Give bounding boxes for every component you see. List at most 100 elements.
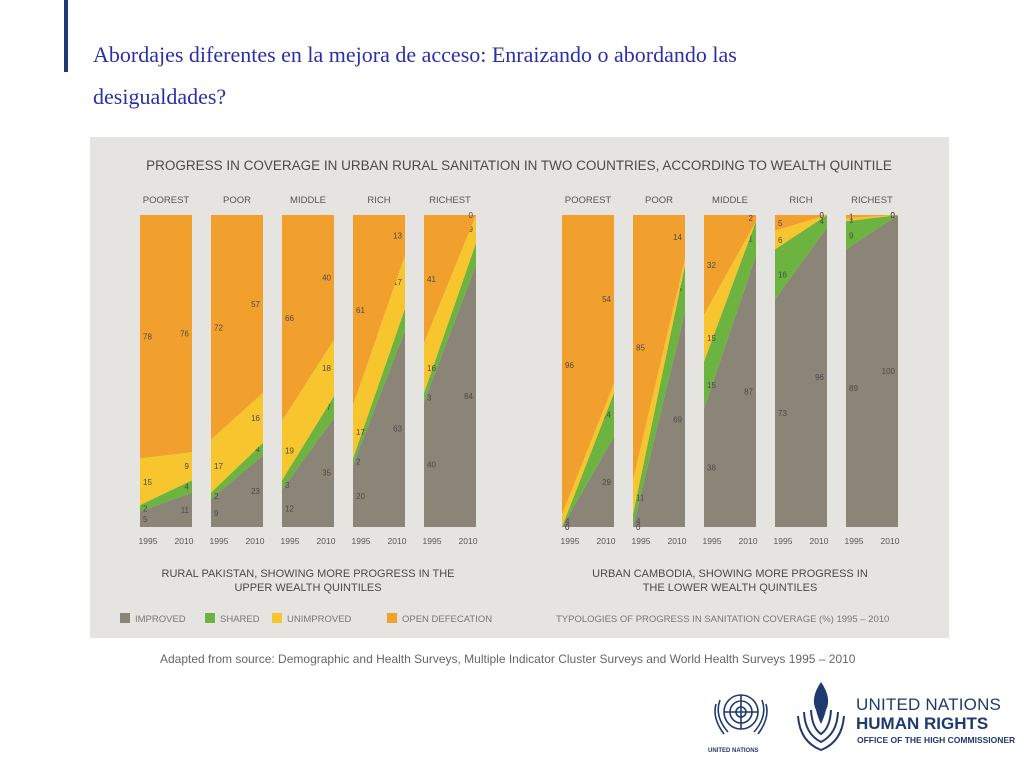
label-0-poorest-1995-shared: 2 (143, 504, 148, 513)
band-1-rich-improved (775, 227, 827, 527)
band-1-poorest-improved (562, 436, 614, 527)
label-1-middle-1995-shared: 15 (707, 381, 716, 390)
label-1-rich-2010-improved: 96 (815, 373, 824, 382)
quintile-label-1-rich: RICH (789, 195, 812, 206)
band-1-richest-open_defecation (846, 215, 898, 219)
band-1-richest-unimproved (846, 215, 898, 222)
group-caption-1-line0: URBAN CAMBODIA, SHOWING MORE PROGRESS IN (592, 568, 868, 580)
label-1-rich-2010-shared: 4 (820, 217, 825, 226)
year-label-0-middle-1995: 1995 (281, 536, 300, 546)
label-1-richest-2010-open_defecation: 0 (891, 211, 896, 220)
legend-label-improved: IMPROVED (135, 614, 186, 625)
label-0-richest-2010-open_defecation: 0 (469, 211, 474, 220)
label-1-richest-1995-improved: 89 (849, 384, 858, 393)
legend-label-open_defecation: OPEN DEFECATION (402, 614, 492, 625)
source-note: Adapted from source: Demographic and Hea… (160, 652, 856, 666)
band-0-poor-unimproved (211, 392, 263, 493)
label-1-richest-1995-unimproved: 1 (849, 216, 854, 225)
label-0-richest-1995-shared: 3 (427, 394, 432, 403)
group-caption-0-line0: RURAL PAKISTAN, SHOWING MORE PROGRESS IN… (162, 568, 455, 580)
year-label-1-middle-2010: 2010 (739, 536, 758, 546)
band-0-poorest-improved (140, 492, 192, 527)
label-0-middle-1995-shared: 3 (285, 481, 290, 490)
band-1-poorest-shared (562, 392, 614, 527)
label-1-middle-1995-open_defecation: 32 (707, 261, 716, 270)
band-1-poorest-open_defecation (562, 215, 614, 515)
label-1-richest-1995-open_defecation: 1 (849, 213, 854, 222)
label-1-rich-1995-shared: 16 (778, 270, 787, 279)
band-0-poorest-open_defecation (140, 215, 192, 459)
group-caption-0-line1: UPPER WEALTH QUINTILES (234, 582, 381, 594)
year-label-0-rich-1995: 1995 (352, 536, 371, 546)
label-1-poorest-2010-open_defecation: 54 (602, 295, 611, 304)
hr-logo-line1: UNITED NATIONS (856, 695, 1002, 714)
label-1-richest-2010-unimproved: 0 (891, 211, 896, 220)
band-1-poor-shared (633, 264, 685, 527)
label-0-poorest-1995-open_defecation: 78 (143, 333, 152, 342)
year-label-1-poorest-2010: 2010 (597, 536, 616, 546)
band-1-middle-improved (704, 255, 756, 527)
quintile-label-1-middle: MIDDLE (712, 195, 748, 206)
legend-swatch-unimproved (272, 613, 282, 623)
label-0-richest-1995-open_defecation: 41 (427, 275, 436, 284)
band-0-poor-improved (211, 455, 263, 527)
label-0-poor-2010-open_defecation: 57 (251, 300, 260, 309)
label-0-middle-2010-improved: 35 (322, 468, 331, 477)
band-0-poorest-shared (140, 480, 192, 512)
label-0-rich-2010-open_defecation: 13 (393, 231, 402, 240)
label-0-middle-2010-shared: 7 (327, 403, 332, 412)
label-1-poor-1995-improved: 0 (636, 523, 641, 532)
label-0-rich-2010-unimproved: 17 (393, 278, 402, 287)
band-0-richest-improved (424, 264, 476, 527)
quintile-label-1-poor: POOR (645, 195, 673, 206)
year-label-1-poorest-1995: 1995 (561, 536, 580, 546)
un-emblem-icon (714, 694, 768, 735)
hr-logo-line2: HUMAN RIGHTS (856, 714, 989, 733)
label-1-poor-1995-shared: 4 (636, 517, 641, 526)
label-1-poorest-1995-open_defecation: 96 (565, 361, 574, 370)
label-1-middle-2010-open_defecation: 2 (749, 214, 754, 223)
label-1-rich-1995-improved: 73 (778, 409, 787, 418)
label-1-rich-1995-unimproved: 6 (778, 236, 783, 245)
label-1-richest-2010-improved: 100 (882, 367, 896, 376)
label-0-poor-1995-improved: 9 (214, 509, 219, 518)
title-accent-bar (64, 0, 68, 72)
band-0-rich-improved (353, 330, 405, 527)
label-1-poor-1995-open_defecation: 85 (636, 344, 645, 353)
band-1-richest-shared (846, 215, 898, 250)
human-rights-emblem-icon (797, 682, 845, 752)
label-0-richest-2010-improved: 84 (464, 392, 473, 401)
year-label-1-poor-2010: 2010 (668, 536, 687, 546)
legend-swatch-open_defecation (387, 613, 397, 623)
label-1-richest-1995-shared: 9 (849, 231, 854, 240)
year-label-0-rich-2010: 2010 (388, 536, 407, 546)
hr-logo-line3: OFFICE OF THE HIGH COMMISSIONER (857, 735, 1016, 745)
label-0-middle-1995-open_defecation: 66 (285, 314, 294, 323)
year-label-0-poor-2010: 2010 (246, 536, 265, 546)
label-1-poor-2010-open_defecation: 14 (673, 233, 682, 242)
band-1-middle-shared (704, 221, 756, 409)
quintile-label-1-richest: RICHEST (851, 195, 893, 206)
label-0-rich-1995-open_defecation: 61 (356, 306, 365, 315)
band-0-rich-open_defecation (353, 215, 405, 406)
label-0-poor-2010-improved: 23 (251, 487, 260, 496)
quintile-label-0-poorest: POOREST (143, 195, 190, 206)
label-0-middle-1995-improved: 12 (285, 504, 294, 513)
legend-swatch-improved (120, 613, 130, 623)
label-0-poor-1995-unimproved: 17 (214, 462, 223, 471)
quintile-label-0-richest: RICHEST (429, 195, 471, 206)
label-1-poorest-1995-improved: 0 (565, 523, 570, 532)
group-caption-1-line1: THE LOWER WEALTH QUINTILES (643, 582, 818, 594)
band-0-richest-shared (424, 243, 476, 403)
year-label-0-richest-1995: 1995 (423, 536, 442, 546)
label-1-poor-2010-improved: 69 (673, 415, 682, 424)
quintile-label-1-poorest: POOREST (565, 195, 612, 206)
label-0-rich-1995-unimproved: 17 (356, 428, 365, 437)
label-0-rich-1995-improved: 20 (356, 492, 365, 501)
label-0-poor-2010-unimproved: 16 (251, 414, 260, 423)
legend-label-unimproved: UNIMPROVED (287, 614, 352, 625)
band-0-rich-shared (353, 308, 405, 465)
band-0-rich-unimproved (353, 255, 405, 459)
year-label-1-rich-2010: 2010 (810, 536, 829, 546)
label-1-poorest-1995-shared: 0 (565, 523, 570, 532)
